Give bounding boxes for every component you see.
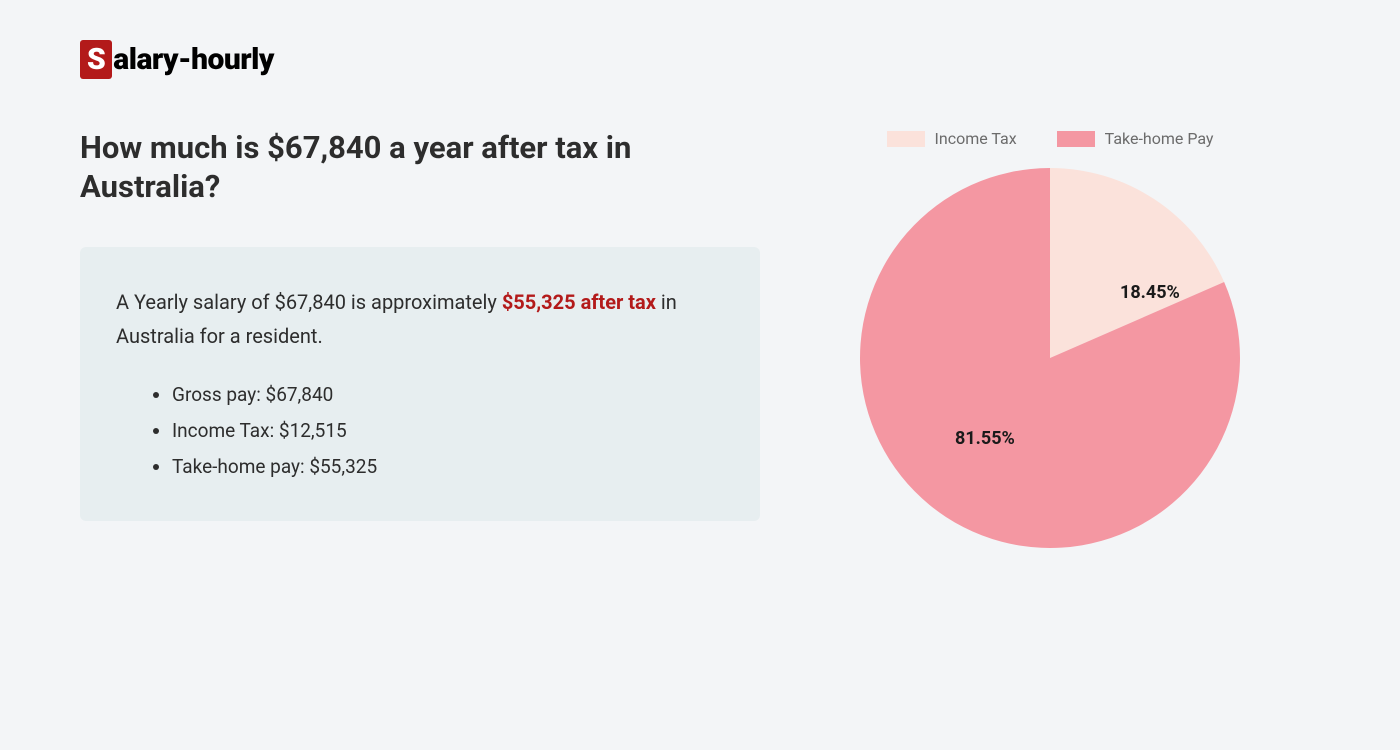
page-title: How much is $67,840 a year after tax in … <box>80 129 760 207</box>
site-logo: Salary-hourly <box>80 40 1320 79</box>
logo-s-block: S <box>80 40 112 79</box>
summary-highlight: $55,325 after tax <box>502 290 656 314</box>
right-column: Income Tax Take-home Pay 18.45% 81.55% <box>840 129 1260 548</box>
list-item: Income Tax: $12,515 <box>172 413 724 449</box>
left-column: How much is $67,840 a year after tax in … <box>80 129 760 521</box>
legend-swatch <box>887 131 925 147</box>
chart-legend: Income Tax Take-home Pay <box>840 129 1260 148</box>
pie-chart: 18.45% 81.55% <box>860 168 1240 548</box>
summary-prefix: A Yearly salary of $67,840 is approximat… <box>116 290 502 314</box>
legend-label: Take-home Pay <box>1105 129 1214 148</box>
pie-label-income-tax: 18.45% <box>1120 282 1180 303</box>
list-item: Gross pay: $67,840 <box>172 377 724 413</box>
pie-svg <box>860 168 1240 548</box>
logo-rest: alary-hourly <box>113 42 274 77</box>
summary-box: A Yearly salary of $67,840 is approximat… <box>80 247 760 521</box>
summary-list: Gross pay: $67,840 Income Tax: $12,515 T… <box>116 377 724 485</box>
main-container: How much is $67,840 a year after tax in … <box>80 129 1320 548</box>
legend-swatch <box>1057 131 1095 147</box>
legend-item-take-home: Take-home Pay <box>1057 129 1214 148</box>
legend-label: Income Tax <box>935 129 1017 148</box>
list-item: Take-home pay: $55,325 <box>172 449 724 485</box>
legend-item-income-tax: Income Tax <box>887 129 1017 148</box>
summary-text: A Yearly salary of $67,840 is approximat… <box>116 285 724 353</box>
pie-label-take-home: 81.55% <box>955 428 1015 449</box>
